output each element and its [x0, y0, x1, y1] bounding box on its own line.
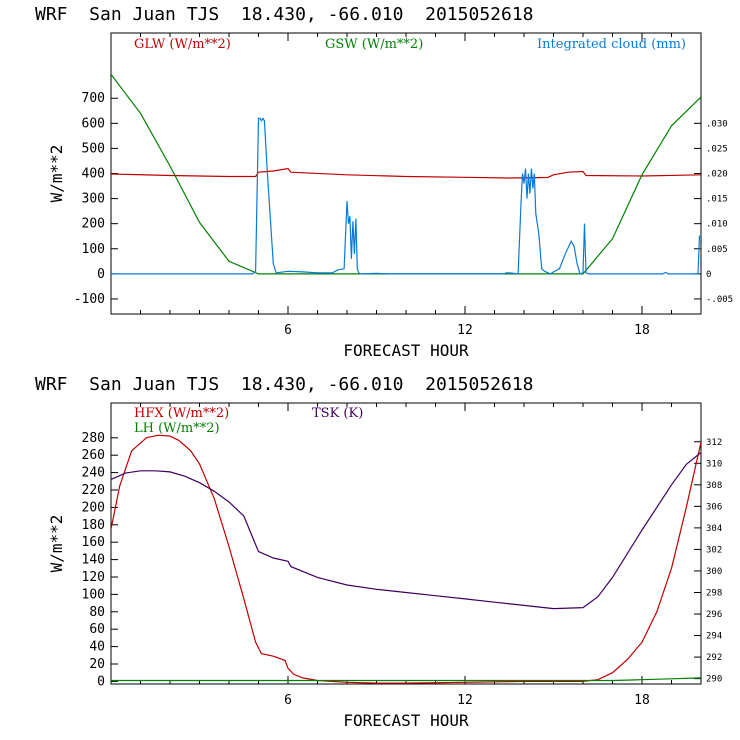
y-tick-label: 200 [82, 217, 105, 232]
y-tick-label: 20 [89, 657, 105, 672]
y2-tick-label: 304 [706, 524, 722, 534]
legend-entry-3: TSK (K) [312, 406, 363, 421]
series-line-2 [111, 74, 701, 275]
x-tick-label: 6 [284, 693, 292, 708]
x-axis-label: FORECAST HOUR [343, 711, 469, 730]
x-tick-label: 12 [457, 323, 473, 338]
x-tick-label: 18 [634, 693, 650, 708]
chart-title: WRF San Juan TJS 18.430, -66.010 2015052… [35, 4, 534, 25]
y-tick-label: 120 [82, 570, 105, 585]
plot-frame [110, 32, 702, 315]
y2-tick-label: 308 [706, 481, 722, 491]
y-tick-label: 0 [97, 674, 105, 689]
y2-tick-label: .030 [706, 119, 728, 129]
y2-tick-label: .015 [706, 195, 728, 205]
y-tick-label: 140 [82, 553, 105, 568]
y-tick-label: 600 [82, 116, 105, 131]
legend-entry-2: GSW (W/m**2) [325, 37, 423, 52]
chart-panel-1: WRF San Juan TJS 18.430, -66.010 2015052… [35, 4, 733, 360]
y2-tick-label: .010 [706, 220, 728, 230]
y2-tick-label: 302 [706, 545, 722, 555]
y2-tick-label: .020 [706, 170, 728, 180]
y-tick-label: 240 [82, 466, 105, 481]
y-tick-label: 180 [82, 518, 105, 533]
y-tick-label: 200 [82, 500, 105, 515]
y-tick-label: 400 [82, 167, 105, 182]
y-tick-label: 100 [82, 242, 105, 257]
series-line-1 [111, 167, 701, 179]
y-tick-label: 280 [82, 431, 105, 446]
y-tick-label: 700 [82, 91, 105, 106]
y2-tick-label: 310 [706, 459, 722, 469]
y2-tick-label: .025 [706, 144, 728, 154]
x-axis-label: FORECAST HOUR [343, 341, 469, 360]
y-tick-label: 60 [89, 622, 105, 637]
y2-tick-label: -.005 [706, 295, 733, 305]
y2-tick-label: 300 [706, 567, 722, 577]
y2-tick-label: 0 [706, 270, 711, 280]
y-tick-label: 220 [82, 483, 105, 498]
series-line-3 [111, 452, 701, 610]
legend-entry-3: Integrated cloud (mm) [537, 37, 686, 52]
legend-entry-2: LH (W/m**2) [134, 421, 220, 436]
x-tick-label: 18 [634, 323, 650, 338]
series-line-2 [111, 677, 701, 682]
y-tick-label: 40 [89, 640, 105, 655]
x-tick-label: 12 [457, 693, 473, 708]
legend-entry-1: HFX (W/m**2) [134, 406, 229, 421]
y2-tick-label: 298 [706, 588, 722, 598]
chart-title: WRF San Juan TJS 18.430, -66.010 2015052… [35, 374, 534, 395]
legend-entry-1: GLW (W/m**2) [134, 37, 231, 52]
x-tick-label: 6 [284, 323, 292, 338]
y2-tick-label: 296 [706, 610, 722, 620]
y2-tick-label: 290 [706, 675, 722, 685]
y-tick-label: -100 [74, 292, 105, 307]
y2-tick-label: .005 [706, 245, 728, 255]
series-line-1 [111, 434, 701, 684]
plot-frame [110, 402, 702, 685]
y2-tick-label: 312 [706, 438, 722, 448]
y-axis-label: W/m**2 [47, 515, 66, 573]
series-line-3 [111, 117, 701, 275]
y2-tick-label: 306 [706, 502, 722, 512]
y-tick-label: 160 [82, 535, 105, 550]
y-tick-label: 0 [97, 267, 105, 282]
y-tick-label: 260 [82, 448, 105, 463]
chart-panel-2: WRF San Juan TJS 18.430, -66.010 2015052… [35, 374, 722, 730]
y2-tick-label: 292 [706, 653, 722, 663]
y-tick-label: 500 [82, 141, 105, 156]
y-tick-label: 100 [82, 587, 105, 602]
y-axis-label: W/m**2 [47, 145, 66, 203]
y2-tick-label: 294 [706, 632, 722, 642]
y-tick-label: 300 [82, 192, 105, 207]
y-tick-label: 80 [89, 605, 105, 620]
